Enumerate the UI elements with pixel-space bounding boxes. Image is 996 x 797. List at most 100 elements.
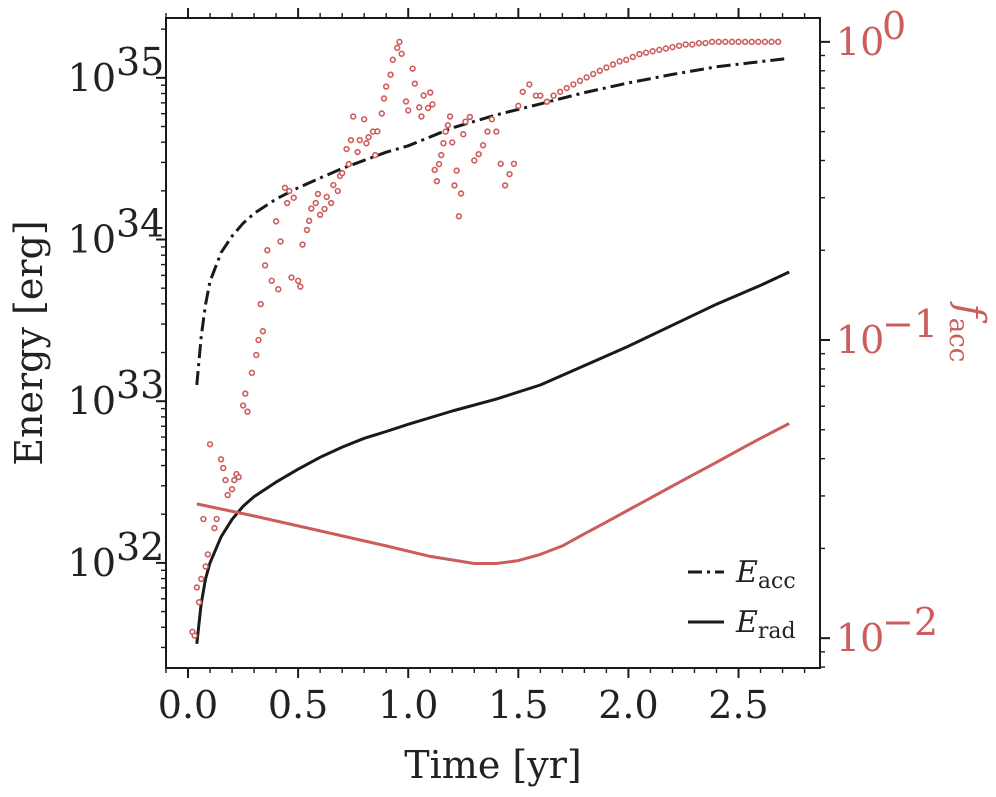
f-acc-point xyxy=(198,575,205,583)
x-tick-label: 1.0 xyxy=(378,683,438,727)
x-tick-label: 2.0 xyxy=(598,683,658,727)
f-acc-point xyxy=(378,110,385,117)
series-layer xyxy=(189,38,790,644)
f-acc-point xyxy=(479,142,487,149)
f-acc-point xyxy=(728,38,736,46)
y-left-axis-label: Energy [erg] xyxy=(7,220,51,465)
f-acc-curve xyxy=(196,422,790,565)
f-acc-point xyxy=(275,286,282,293)
f-acc-point xyxy=(497,160,504,167)
f-acc-point xyxy=(418,113,425,120)
y-left-tick-exponent: 33 xyxy=(116,363,164,407)
f-acc-point xyxy=(642,49,650,56)
y-left-tick-exponent: 35 xyxy=(116,40,164,84)
f-acc-point xyxy=(191,632,198,639)
f-acc-point xyxy=(228,485,236,493)
f-acc-point xyxy=(217,456,225,463)
f-acc-point xyxy=(603,64,610,71)
f-acc-point xyxy=(695,39,703,47)
f-acc-point xyxy=(349,113,357,120)
f-acc-point xyxy=(689,41,696,48)
y-right-tick-exponent: −1 xyxy=(882,302,938,346)
f-acc-point xyxy=(363,140,370,147)
y-right-tick-label: 10 xyxy=(836,20,884,64)
f-acc-point xyxy=(462,118,469,125)
f-acc-point xyxy=(195,599,203,606)
f-acc-point xyxy=(501,182,509,189)
f-acc-point xyxy=(457,190,465,197)
f-acc-point xyxy=(636,50,643,58)
f-acc-point xyxy=(455,213,463,220)
f-acc-point xyxy=(259,328,267,335)
f-acc-point xyxy=(343,145,350,153)
f-acc-point xyxy=(402,98,410,105)
legend-label-e-acc: Eacc xyxy=(735,555,796,594)
f-acc-point xyxy=(389,56,397,63)
f-acc-point xyxy=(493,128,500,135)
f-acc-point xyxy=(235,473,242,481)
f-acc-point xyxy=(255,336,262,344)
f-acc-point xyxy=(519,88,526,95)
f-acc-point xyxy=(330,181,337,189)
f-acc-point xyxy=(248,369,256,377)
x-tick-label: 0.0 xyxy=(158,683,218,727)
f-acc-point xyxy=(451,182,458,189)
legend-label-e-rad: Erad xyxy=(735,605,796,644)
f-acc-point xyxy=(460,131,467,138)
f-acc-point xyxy=(294,277,302,284)
f-acc-point xyxy=(193,584,201,591)
f-acc-point xyxy=(365,133,372,141)
f-acc-point xyxy=(396,38,403,46)
f-acc-point xyxy=(220,464,227,472)
f-acc-point xyxy=(261,262,269,269)
f-acc-point xyxy=(405,107,412,114)
f-acc-point xyxy=(242,390,249,397)
f-acc-point xyxy=(424,104,432,112)
x-tick-label: 0.5 xyxy=(268,683,328,727)
f-acc-point xyxy=(338,169,346,177)
f-acc-point xyxy=(398,50,405,57)
f-acc-point xyxy=(563,84,570,92)
y-right-tick-label: 10 xyxy=(836,318,884,362)
x-tick-label: 2.5 xyxy=(708,683,768,727)
f-acc-point xyxy=(583,74,590,81)
f-acc-point xyxy=(735,38,742,46)
f-acc-point xyxy=(299,241,306,248)
f-acc-point xyxy=(321,205,328,213)
f-acc-point xyxy=(288,274,295,281)
f-acc-point xyxy=(253,351,260,359)
f-acc-point xyxy=(669,43,676,51)
f-acc-point xyxy=(264,247,271,254)
f-acc-point xyxy=(484,128,491,135)
f-acc-point xyxy=(224,491,231,499)
f-acc-point xyxy=(449,139,456,146)
y-left-tick-exponent: 32 xyxy=(116,525,164,569)
y-right-tick-exponent: 0 xyxy=(882,4,906,48)
e-rad-line xyxy=(195,270,790,644)
f-acc-point xyxy=(488,116,496,123)
f-acc-point xyxy=(748,38,755,46)
f-acc-point xyxy=(277,238,284,245)
f-acc-point xyxy=(515,102,522,110)
e-acc-line xyxy=(195,56,790,386)
f-acc-point xyxy=(475,150,482,158)
f-acc-point xyxy=(741,38,749,46)
f-acc-point xyxy=(202,563,209,570)
f-acc-point xyxy=(244,408,251,415)
f-acc-point xyxy=(383,83,390,90)
f-acc-point xyxy=(675,42,683,49)
f-acc-point xyxy=(506,170,513,178)
f-acc-point xyxy=(327,199,335,207)
f-acc-point xyxy=(312,199,319,207)
f-acc-point xyxy=(347,136,355,144)
f-acc-point xyxy=(774,38,782,46)
f-acc-point xyxy=(596,67,603,74)
f-acc-point xyxy=(526,81,533,88)
y-right-axis-label: facc xyxy=(943,301,993,363)
f-acc-point xyxy=(466,113,474,121)
f-acc-point xyxy=(360,116,368,123)
f-acc-point xyxy=(537,92,544,99)
f-acc-point xyxy=(433,177,441,185)
f-acc-point xyxy=(453,167,460,174)
f-acc-point xyxy=(446,113,454,120)
